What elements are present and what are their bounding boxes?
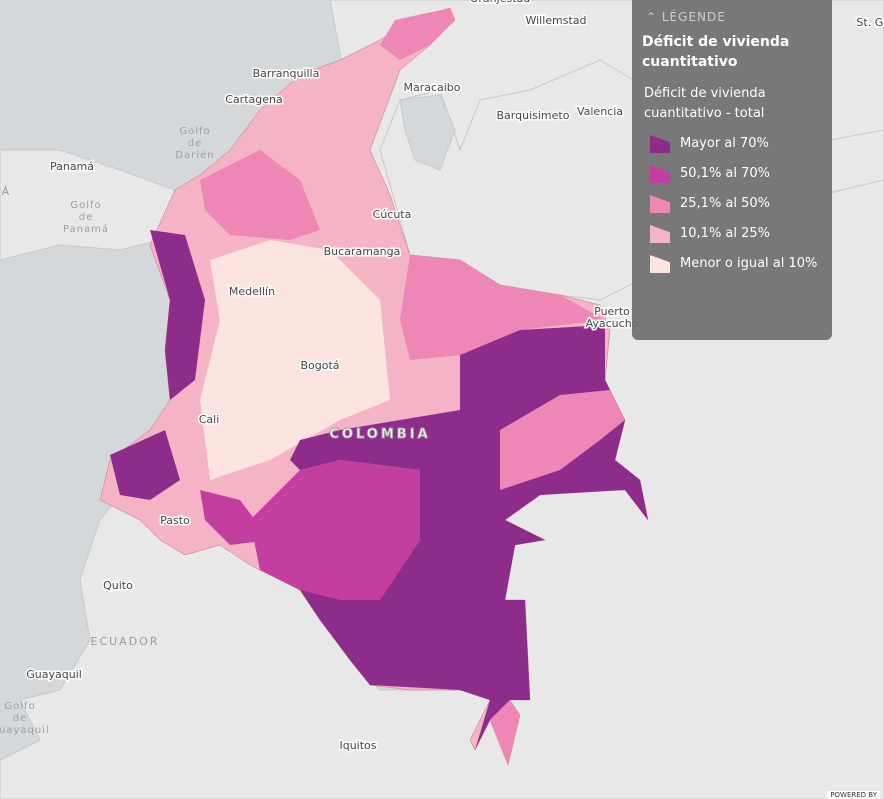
legend-swatch [650,225,670,243]
place-label: Oranjestad [470,0,530,5]
legend-item: Menor o igual al 10% [650,254,822,274]
label-line: Maracaibo [403,81,460,94]
place-label: Valencia [577,105,623,118]
label-line: Willemstad [525,14,586,27]
region [380,8,455,60]
region [150,230,205,400]
legend-swatch [650,255,670,273]
label-line: Darién [175,149,214,161]
label-line: Valencia [577,105,623,118]
place-labels: Oranjestad Willemstad St. George's Barranqu… [0,0,884,754]
legend-swatch [650,195,670,213]
place-label: Willemstad [525,14,586,27]
label-line: de [79,212,94,223]
place-label: Golfo de Panamá [63,200,109,235]
label-line: PANAMÁ [0,185,11,198]
place-label: ECUADOR [91,635,160,648]
label-line: Guayaquil [0,725,50,736]
legend-title: Déficit de vivienda cuantitativo [642,34,790,70]
legend: LÉGENDE Déficit de vivienda cuantitativo… [632,0,832,340]
label-line: Golfo [179,126,210,137]
place-label: Maracaibo [403,81,460,94]
legend-items: Mayor al 70% 50,1% al 70% 25,1% al 50% 10,1… [642,134,822,274]
label-line: St. George's [856,16,884,29]
legend-subtitle: Déficit de vivienda cuantitativo - total [644,86,766,121]
region [200,240,390,480]
place-label: Cúcuta [373,208,412,221]
label-line: COLOMBIA [329,427,430,442]
label-line: Puerto [594,305,630,318]
legend-label: Menor o igual al 10% [680,256,818,271]
place-label: COLOMBIA [329,427,430,442]
place-label: Cartagena [225,93,282,106]
legend-item: 25,1% al 50% [650,194,822,214]
place-label: Puerto Ayacucho [586,305,639,330]
legend-label: 50,1% al 70% [680,166,771,181]
powered-by: POWERED BY [827,791,880,799]
region [200,490,270,545]
place-label: Guayaquil [26,668,82,681]
label-line: Cali [199,413,220,426]
label-line: ECUADOR [91,635,160,648]
place-label: Medellín [229,285,275,298]
label-line: Barquisimeto [497,109,570,122]
label-line: Barranquilla [253,67,320,80]
legend-label: 25,1% al 50% [680,196,771,211]
label-line: Cartagena [225,93,282,106]
legend-label: 10,1% al 25% [680,226,771,241]
legend-item: 50,1% al 70% [650,164,822,184]
place-label: Barquisimeto [497,109,570,122]
region [200,150,320,240]
place-label: Pasto [160,514,190,527]
label-line: Ayacucho [586,317,639,330]
label-line: Panamá [50,160,94,173]
legend-item: 10,1% al 25% [650,224,822,244]
label-line: Medellín [229,285,275,298]
label-line: Guayaquil [26,668,82,681]
region [490,700,520,765]
legend-swatch [650,135,670,153]
label-line: de [13,713,28,724]
legend-swatch [650,165,670,183]
place-label: Cali [199,413,220,426]
place-label: Golfo de Darién [175,126,214,161]
region [250,460,420,600]
legend-header[interactable]: LÉGENDE [646,10,822,24]
label-line: Golfo [70,200,101,211]
label-line: de [188,138,203,149]
place-label: Bogotá [300,359,339,372]
label-line: Pasto [160,514,190,527]
place-label: Panamá [50,160,94,173]
region [110,430,180,500]
region [500,390,625,490]
label-line: Iquitos [339,739,376,752]
place-label: Barranquilla [253,67,320,80]
place-label: Iquitos [339,739,376,752]
label-line: Bogotá [300,359,339,372]
legend-label: Mayor al 70% [680,136,769,151]
label-line: Panamá [63,223,109,235]
label-line: Golfo [4,701,35,712]
legend-item: Mayor al 70% [650,134,822,154]
place-label: St. George's [856,16,884,29]
label-line: Oranjestad [470,0,530,5]
label-line: Bucaramanga [324,245,401,258]
label-line: Cúcuta [373,208,412,221]
place-label: PANAMÁ [0,185,11,198]
label-line: Quito [103,579,133,592]
place-label: GolfodeGuayaquil [0,701,50,736]
region [400,255,605,360]
place-label: Bucaramanga [324,245,401,258]
place-label: Quito [103,579,133,592]
